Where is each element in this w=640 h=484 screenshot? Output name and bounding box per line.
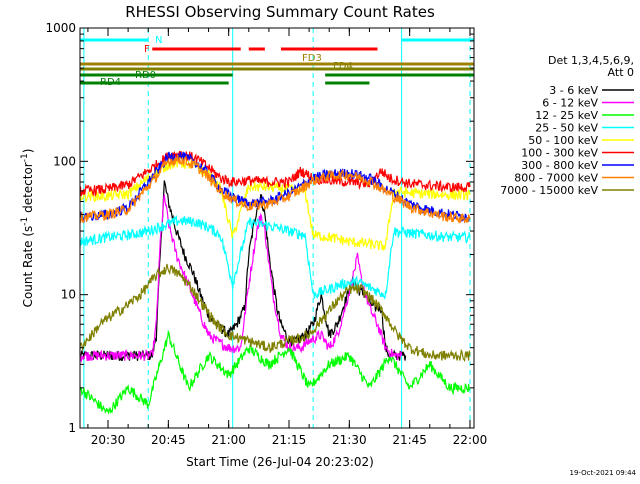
legend-label-1: 6 - 12 keV — [542, 97, 598, 110]
series-line-1 — [79, 194, 403, 364]
flag-label-fd3: FD3 — [302, 53, 322, 64]
plot-area: NF FD3 FD4 RD0 RD4 1 10 100 1000 20:30 20:45 21:00 2… — [45, 21, 487, 447]
legend-label-4: 50 - 100 keV — [528, 134, 598, 147]
flag-label-rd0: RD0 — [135, 70, 156, 81]
flag-label-fd4: FD4 — [333, 61, 353, 72]
series-line-2 — [79, 329, 471, 415]
y-label-sup-2: -1 — [20, 153, 30, 162]
y-label-sup-1: -1 — [20, 217, 30, 226]
series-line-4 — [79, 157, 471, 251]
legend-header-1: Att 0 — [608, 66, 634, 79]
y-label-part-1: Count Rate (s — [21, 226, 35, 308]
y-tick-label-3: 1000 — [45, 21, 76, 35]
x-tick-label-2: 21:00 — [211, 433, 246, 447]
legend-label-5: 100 - 300 keV — [521, 147, 598, 160]
x-axis-label: Start Time (26-Jul-04 20:23:02) — [186, 455, 374, 469]
legend-label-6: 300 - 800 keV — [521, 159, 598, 172]
flag-label-n: N — [155, 35, 162, 46]
legend-label-8: 7000 - 15000 keV — [500, 184, 598, 197]
x-tick-label-4: 21:30 — [332, 433, 367, 447]
y-label-part-3: ) — [21, 149, 35, 154]
legend-label-7: 800 - 7000 keV — [514, 172, 598, 185]
chart-title: RHESSI Observing Summary Count Rates — [125, 3, 435, 21]
legend-label-0: 3 - 6 keV — [549, 84, 598, 97]
generation-timestamp: 19-Oct-2021 09:44 — [570, 469, 637, 477]
series-line-8 — [79, 263, 471, 363]
x-tick-label-6: 22:00 — [453, 433, 488, 447]
plot-frame — [79, 27, 475, 429]
y-axis-label: Count Rate (s-1 detector-1) — [20, 149, 35, 308]
series-line-3 — [79, 214, 471, 300]
y-tick-label-2: 100 — [53, 154, 76, 168]
flag-label-f: F — [144, 44, 150, 55]
series-line-5 — [79, 150, 471, 198]
y-label-part-2: detector — [21, 162, 35, 217]
x-tick-label-5: 21:45 — [392, 433, 427, 447]
series-line-7 — [79, 154, 471, 224]
legend-label-2: 12 - 25 keV — [535, 109, 598, 122]
y-tick-label-1: 10 — [61, 288, 76, 302]
x-tick-label-3: 21:15 — [272, 433, 307, 447]
y-tick-label-0: 1 — [68, 421, 76, 435]
legend-header-0: Det 1,3,4,5,6,9, — [548, 54, 634, 67]
x-tick-label-1: 20:45 — [151, 433, 186, 447]
legend-label-3: 25 - 50 keV — [535, 122, 598, 135]
x-tick-label-0: 20:30 — [91, 433, 126, 447]
flag-label-rd4: RD4 — [100, 77, 121, 88]
